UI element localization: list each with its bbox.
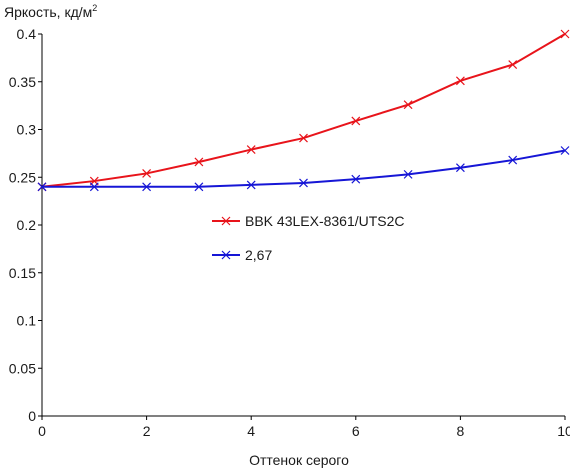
legend-label: BBK 43LEX-8361/UTS2C <box>245 213 405 229</box>
y-tick-label: 0.35 <box>9 74 36 90</box>
y-tick-label: 0.4 <box>17 26 37 42</box>
data-point-marker <box>403 169 413 179</box>
x-tick-label: 10 <box>557 423 570 439</box>
y-tick-label: 0.3 <box>17 122 37 138</box>
axes: 0 0.05 0.1 0.15 0.2 0.25 0.3 0.35 0.4 0 2 4 6 8 10 <box>9 26 570 439</box>
data-point-marker <box>299 133 308 143</box>
data-point-marker <box>351 116 361 126</box>
data-point-marker <box>508 60 518 69</box>
data-point-marker <box>403 100 413 110</box>
data-point-marker <box>37 182 47 192</box>
y-axis-title-superscript: 2 <box>92 3 97 13</box>
data-point-marker <box>246 180 256 190</box>
data-point-marker <box>508 155 518 165</box>
x-tick-label: 0 <box>38 423 46 439</box>
data-point-marker <box>455 76 465 86</box>
y-tick-label: 0.2 <box>17 217 37 233</box>
data-point-marker <box>455 163 465 173</box>
series-line <box>42 149 566 188</box>
x-tick-label: 8 <box>457 423 465 439</box>
series-1 <box>37 29 570 192</box>
data-point-marker <box>142 182 152 192</box>
legend: BBK 43LEX-8361/UTS2C 2,67 <box>212 213 405 263</box>
y-tick-label: 0.15 <box>9 265 36 281</box>
legend-item: 2,67 <box>212 247 272 263</box>
y-tick-label: 0.05 <box>9 360 36 376</box>
data-point-marker <box>89 182 99 192</box>
x-tick-label: 2 <box>143 423 151 439</box>
legend-item: BBK 43LEX-8361/UTS2C <box>212 213 405 229</box>
legend-swatch-marker <box>221 250 231 260</box>
data-point-marker <box>560 29 570 39</box>
y-tick-label: 0.25 <box>9 169 36 185</box>
y-tick-label: 0.1 <box>17 313 37 329</box>
y-axis-title-text: Яркость, кд/м <box>4 4 92 20</box>
data-point-marker <box>194 157 204 167</box>
data-point-marker <box>246 145 256 154</box>
data-point-marker <box>194 182 204 192</box>
y-tick-label: 0 <box>28 408 36 424</box>
series-2 <box>37 146 570 192</box>
data-point-marker <box>299 178 308 188</box>
x-axis-title: Оттенок серого <box>249 452 349 468</box>
data-point-marker <box>142 169 152 178</box>
legend-swatch-marker <box>221 216 231 226</box>
data-point-marker <box>351 174 361 184</box>
x-tick-label: 4 <box>247 423 255 439</box>
series-layer <box>37 29 570 192</box>
legend-label: 2,67 <box>245 247 272 263</box>
data-point-marker <box>560 146 570 155</box>
x-tick-label: 6 <box>352 423 360 439</box>
y-axis-title: Яркость, кд/м2 <box>4 3 97 20</box>
